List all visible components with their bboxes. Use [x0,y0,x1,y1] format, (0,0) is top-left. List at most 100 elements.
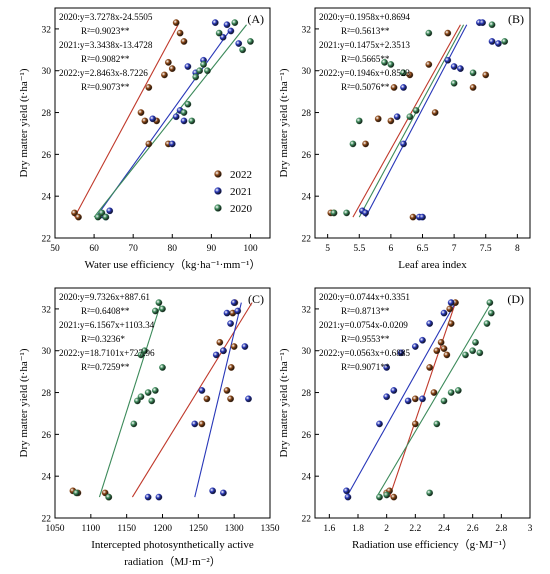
data-point-2021 [220,347,227,355]
y-tick-label: 22 [42,515,52,525]
equation-text: 2022:y=18.7101x+727.96 [59,348,155,358]
x-tick-label: 1.8 [352,524,364,534]
data-point-2020 [472,339,479,346]
legend-marker-2020 [214,204,222,212]
data-point-2022 [430,389,438,396]
data-point-2021 [106,207,114,215]
r-squared-text: R²=0.9071** [341,362,390,372]
equation-text: 2021:y=0.1475x+2.3513 [319,40,410,50]
r-squared-text: R²=0.3236* [81,334,125,344]
data-point-2022 [437,339,445,346]
data-point-2021 [450,63,458,70]
y-tick-label: 22 [302,515,312,525]
legend-label-2020: 2020 [230,203,253,215]
data-point-2020 [231,19,239,26]
legend-marker-2021 [214,187,222,195]
x-tick-label: 5.5 [353,244,365,254]
y-tick-label: 22 [42,235,52,245]
data-point-2021 [383,393,391,401]
y-tick-label: 28 [42,109,52,119]
x-tick-label: 5 [325,244,330,254]
y-tick-label: 26 [302,151,312,161]
data-point-2020 [159,364,166,371]
data-point-2021 [155,493,163,501]
equation-text: 2022:y=2.8463x-8.7226 [59,68,148,78]
data-point-2021 [457,65,464,72]
data-point-2020 [102,213,110,221]
data-point-2021 [227,320,234,327]
x-tick-label: 2.6 [467,524,479,534]
data-point-2022 [223,387,231,394]
regression-line-2021 [346,302,456,498]
equation-text: 2020:y=3.7278x-24.5505 [59,12,153,22]
data-point-2022 [411,395,419,403]
data-point-2020 [383,491,391,499]
y-tick-label: 28 [302,389,312,399]
data-point-2021 [362,209,369,217]
data-point-2022 [362,140,369,148]
data-point-2021 [393,113,401,121]
data-point-2020 [151,387,159,394]
data-point-2020 [98,209,106,217]
data-point-2022 [444,29,452,37]
data-point-2021 [241,343,249,350]
data-point-2020 [204,67,211,75]
x-tick-label: 1250 [189,524,208,534]
plot-frame [54,7,271,239]
data-point-2021 [426,320,434,327]
data-point-2021 [343,487,350,495]
data-point-2021 [344,493,352,501]
data-point-2020 [469,69,477,77]
x-tick-label: 1150 [117,524,136,534]
data-point-2020 [501,38,509,45]
regression-line-2021 [194,302,242,498]
x-tick-label: 2.8 [495,524,507,534]
data-point-2020 [144,389,152,396]
data-point-2020 [488,21,496,29]
data-point-2020 [180,109,188,116]
y-tick-label: 32 [302,305,312,315]
data-point-2020 [469,347,477,355]
data-point-2020 [381,59,388,66]
r-squared-text: R²=0.6408** [81,306,130,316]
r-squared-text: R²=0.9023** [81,26,130,36]
equation-text: 2021:y=6.1567x+1103.34 [59,320,155,330]
x-tick-label: 70 [128,244,138,254]
x-tick-label: 7 [452,244,457,254]
y-tick-label: 30 [42,67,52,77]
data-point-2021 [383,364,391,371]
data-point-2022 [230,343,238,350]
y-axis-label: Dry matter yield (t·ha⁻¹) [278,348,290,457]
data-point-2021 [440,309,448,317]
y-tick-label: 24 [42,193,52,203]
y-tick-label: 32 [42,25,52,35]
x-tick-label: 1100 [82,524,101,534]
data-point-2020 [94,213,102,221]
data-point-2022 [374,115,382,123]
x-axis-label-line2: radiation（MJ·m⁻²） [124,555,220,568]
y-axis-label: Dry matter yield (t·ha⁻¹) [18,68,30,177]
y-tick-label: 32 [302,25,312,35]
data-point-2020 [155,299,163,306]
legend-marker-2022 [214,170,222,178]
data-point-2020 [343,209,350,217]
y-tick-label: 26 [302,431,312,441]
data-point-2022 [387,117,395,125]
y-tick-label: 30 [302,67,312,77]
panel-label: (B) [508,12,524,26]
data-point-2020 [376,493,383,501]
data-point-2021 [495,40,502,47]
x-tick-label: 7.5 [480,244,492,254]
x-tick-label: 1.6 [323,524,335,534]
data-point-2021 [245,395,252,403]
data-point-2020 [73,489,80,497]
data-point-2022 [203,395,211,403]
data-point-2022 [482,71,490,79]
data-point-2022 [433,347,441,355]
data-point-2022 [216,339,224,346]
x-tick-label: 6 [389,244,394,254]
data-point-2020 [486,299,494,306]
data-point-2021 [376,420,383,428]
data-point-2021 [444,56,452,64]
data-point-2020 [184,100,192,108]
